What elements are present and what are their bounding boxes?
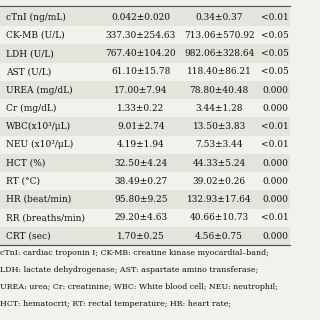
Text: <0.05: <0.05 bbox=[261, 49, 289, 58]
Bar bbox=[0, 154, 290, 172]
Bar bbox=[0, 26, 290, 44]
Bar bbox=[0, 63, 290, 81]
Bar bbox=[0, 117, 290, 136]
Text: 0.000: 0.000 bbox=[262, 195, 288, 204]
Text: 337.30±254.63: 337.30±254.63 bbox=[106, 31, 176, 40]
Text: 7.53±3.44: 7.53±3.44 bbox=[195, 140, 243, 149]
Text: 4.56±0.75: 4.56±0.75 bbox=[195, 231, 243, 241]
Text: 0.000: 0.000 bbox=[262, 104, 288, 113]
Text: cTnI: cardiac troponin I; CK-MB: creatine kinase myocardial–band;: cTnI: cardiac troponin I; CK-MB: creatin… bbox=[0, 249, 269, 257]
Text: <0.05: <0.05 bbox=[261, 31, 289, 40]
Text: 118.40±86.21: 118.40±86.21 bbox=[187, 67, 252, 76]
Text: cTnI (ng/mL): cTnI (ng/mL) bbox=[6, 12, 66, 22]
Text: 0.000: 0.000 bbox=[262, 177, 288, 186]
Text: <0.05: <0.05 bbox=[261, 67, 289, 76]
Text: UREA (mg/dL): UREA (mg/dL) bbox=[6, 85, 72, 95]
Text: LDH: lactate dehydrogenase; AST: aspartate amino transferase;: LDH: lactate dehydrogenase; AST: asparta… bbox=[0, 266, 258, 274]
Text: <0.01: <0.01 bbox=[261, 12, 289, 22]
Text: 44.33±5.24: 44.33±5.24 bbox=[193, 158, 246, 168]
Text: HR (beat/min): HR (beat/min) bbox=[6, 195, 71, 204]
Text: 32.50±4.24: 32.50±4.24 bbox=[114, 158, 167, 168]
Text: 1.70±0.25: 1.70±0.25 bbox=[117, 231, 165, 241]
Text: 1.33±0.22: 1.33±0.22 bbox=[117, 104, 164, 113]
Bar bbox=[0, 172, 290, 190]
Bar bbox=[0, 81, 290, 99]
Text: 0.000: 0.000 bbox=[262, 231, 288, 241]
Text: HCT: hematocrit; RT: rectal temperature; HR: heart rate;: HCT: hematocrit; RT: rectal temperature;… bbox=[0, 300, 231, 308]
Text: <0.01: <0.01 bbox=[261, 213, 289, 222]
Text: 17.00±7.94: 17.00±7.94 bbox=[114, 85, 168, 95]
Text: WBC(x10³/μL): WBC(x10³/μL) bbox=[6, 122, 71, 131]
Text: HCT (%): HCT (%) bbox=[6, 158, 45, 168]
Text: 9.01±2.74: 9.01±2.74 bbox=[117, 122, 164, 131]
Text: 4.19±1.94: 4.19±1.94 bbox=[117, 140, 165, 149]
Text: Cr (mg/dL): Cr (mg/dL) bbox=[6, 104, 56, 113]
Text: 38.49±0.27: 38.49±0.27 bbox=[114, 177, 167, 186]
Text: RR (breaths/min): RR (breaths/min) bbox=[6, 213, 85, 222]
Bar bbox=[0, 227, 290, 245]
Text: 713.06±570.92: 713.06±570.92 bbox=[184, 31, 254, 40]
Bar bbox=[0, 190, 290, 209]
Bar bbox=[0, 44, 290, 63]
Bar bbox=[0, 136, 290, 154]
Text: RT (°C): RT (°C) bbox=[6, 177, 40, 186]
Text: 0.34±0.37: 0.34±0.37 bbox=[196, 12, 243, 22]
Bar bbox=[0, 209, 290, 227]
Text: 982.06±328.64: 982.06±328.64 bbox=[184, 49, 254, 58]
Text: LDH (U/L): LDH (U/L) bbox=[6, 49, 53, 58]
Text: 0.042±0.020: 0.042±0.020 bbox=[111, 12, 170, 22]
Text: 0.000: 0.000 bbox=[262, 85, 288, 95]
Text: 39.02±0.26: 39.02±0.26 bbox=[193, 177, 246, 186]
Text: 0.000: 0.000 bbox=[262, 158, 288, 168]
Text: 13.50±3.83: 13.50±3.83 bbox=[193, 122, 246, 131]
Text: CK-MB (U/L): CK-MB (U/L) bbox=[6, 31, 64, 40]
Text: 132.93±17.64: 132.93±17.64 bbox=[187, 195, 252, 204]
Text: <0.01: <0.01 bbox=[261, 140, 289, 149]
Bar bbox=[0, 99, 290, 117]
Text: 78.80±40.48: 78.80±40.48 bbox=[189, 85, 249, 95]
Text: <0.01: <0.01 bbox=[261, 122, 289, 131]
Text: 29.20±4.63: 29.20±4.63 bbox=[114, 213, 167, 222]
Text: 767.40±104.20: 767.40±104.20 bbox=[106, 49, 176, 58]
Text: 95.80±9.25: 95.80±9.25 bbox=[114, 195, 168, 204]
Text: UREA: urea; Cr: creatinine; WBC: White blood cell; NEU: neutrophil;: UREA: urea; Cr: creatinine; WBC: White b… bbox=[0, 283, 278, 291]
Text: AST (U/L): AST (U/L) bbox=[6, 67, 51, 76]
Text: 3.44±1.28: 3.44±1.28 bbox=[196, 104, 243, 113]
Text: NEU (x10³/μL): NEU (x10³/μL) bbox=[6, 140, 73, 149]
Text: CRT (sec): CRT (sec) bbox=[6, 231, 51, 241]
Text: 40.66±10.73: 40.66±10.73 bbox=[189, 213, 249, 222]
Text: 61.10±15.78: 61.10±15.78 bbox=[111, 67, 171, 76]
Bar bbox=[0, 8, 290, 26]
